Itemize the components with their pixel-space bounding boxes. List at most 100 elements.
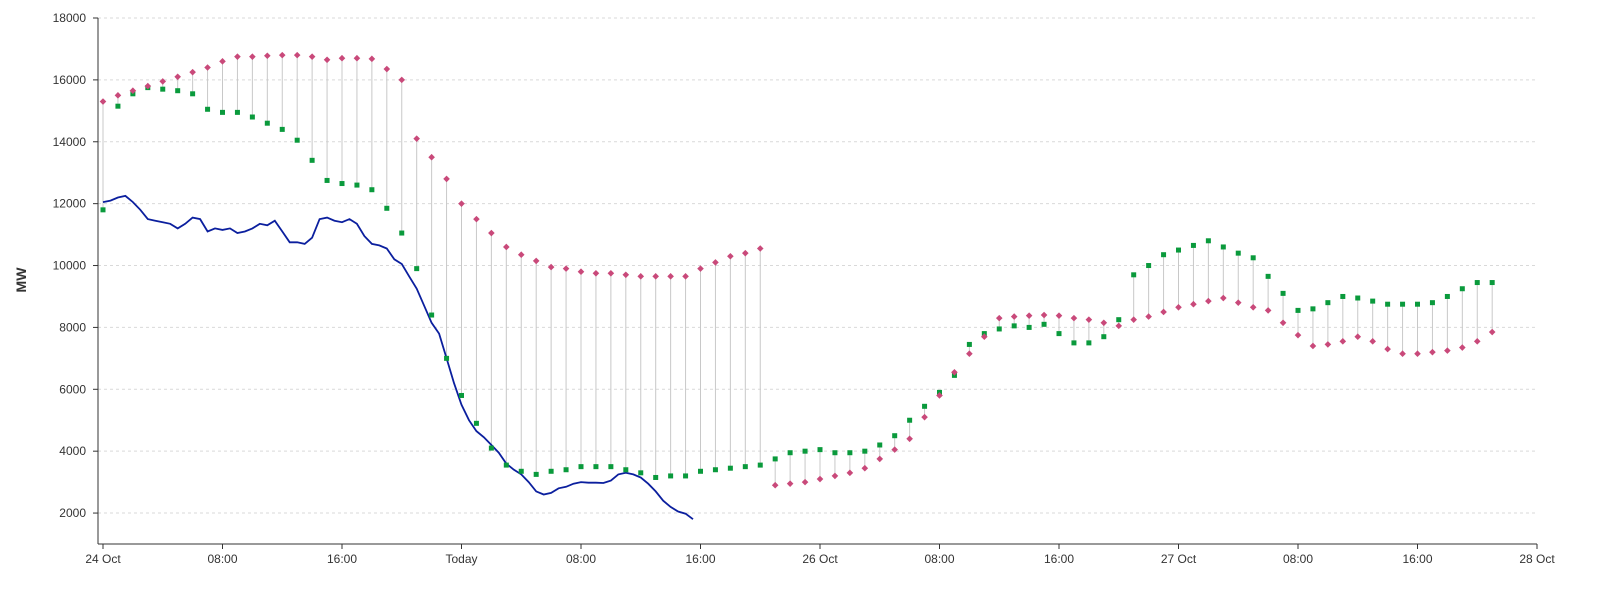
green-square-marker (1429, 300, 1435, 306)
x-tick-label: 08:00 (207, 552, 237, 566)
green-square-marker (832, 450, 838, 456)
green-square-marker (234, 109, 240, 115)
pink-diamond-marker (428, 153, 435, 161)
green-square-marker (1444, 293, 1450, 299)
pink-diamond-marker (532, 257, 540, 265)
green-square-marker (1131, 272, 1137, 278)
green-square-marker (922, 403, 928, 409)
pink-diamond-marker (189, 68, 196, 76)
green-square-marker (1370, 298, 1376, 304)
pink-diamond-marker (936, 392, 943, 399)
pink-diamond-marker (607, 269, 615, 277)
x-tick-labels: 24 Oct 08:00 16:00 Today 08:00 16:00 26 Oct 08:… (85, 544, 1555, 566)
green-square-marker (862, 448, 868, 454)
green-square-marker (996, 326, 1002, 332)
pink-diamond-marker (727, 252, 734, 260)
pink-diamond-marker (353, 54, 361, 62)
green-square-marker (1295, 307, 1301, 313)
pink-diamond-marker (159, 78, 167, 85)
green-square-marker (473, 420, 479, 426)
green-square-marker (1101, 334, 1107, 340)
pink-diamond-marker (801, 478, 809, 486)
pink-diamond-marker (756, 245, 764, 252)
pink-diamond-marker (637, 273, 645, 280)
pink-diamond-marker (1085, 316, 1093, 323)
pink-diamond-marker (473, 215, 480, 223)
pink-diamond-marker (1205, 297, 1212, 305)
green-square-marker (160, 86, 166, 92)
green-square-marker (683, 473, 689, 479)
pink-diamond-marker (293, 51, 301, 59)
green-square-marker (115, 103, 121, 109)
spread-lines (102, 55, 1493, 486)
green-square-marker (772, 456, 778, 462)
x-tick-label: Today (445, 552, 477, 566)
y-tick-label: 10000 (53, 259, 87, 273)
pink-diamond-marker (1190, 300, 1197, 308)
green-square-marker (1459, 286, 1465, 292)
pink-diamond-marker (906, 435, 913, 443)
pink-diamond-marker (174, 73, 181, 81)
pink-diamond-marker (1160, 308, 1167, 316)
pink-diamond-marker (1145, 313, 1152, 320)
green-square-marker (249, 114, 255, 120)
green-square-marker (1116, 317, 1122, 323)
green-square-marker (1325, 300, 1331, 306)
pink-diamond-marker (1459, 344, 1466, 351)
pink-diamond-marker (1488, 328, 1496, 336)
pink-diamond-marker (398, 76, 406, 84)
y-tick-label: 2000 (59, 506, 86, 520)
green-square-marker (712, 467, 718, 473)
green-square-marker (907, 417, 913, 423)
green-square-marker (578, 464, 584, 470)
x-tick-label: 27 Oct (1161, 552, 1197, 566)
green-square-marker (623, 467, 629, 473)
y-tick-label: 14000 (53, 135, 87, 149)
green-square-marker (593, 464, 599, 470)
pink-diamond-marker (1399, 350, 1406, 358)
green-square-marker (892, 433, 898, 439)
x-tick-label: 08:00 (1283, 552, 1313, 566)
green-square-marker (324, 177, 330, 183)
pink-diamond-marker (308, 53, 316, 60)
pink-diamond-marker (667, 273, 674, 280)
pink-diamond-marker (1175, 304, 1182, 311)
y-tick-label: 6000 (59, 382, 86, 396)
green-square-marker (503, 462, 509, 468)
green-square-marker (279, 126, 285, 132)
green-square-marker (175, 88, 181, 94)
pink-diamond-marker (249, 53, 256, 60)
pink-diamond-marker (129, 87, 137, 95)
pink-diamond-marker (1249, 304, 1257, 311)
pink-diamond-marker (682, 273, 689, 280)
green-square-marker (354, 182, 360, 188)
pink-diamond-marker (1025, 312, 1033, 319)
pink-diamond-marker (592, 269, 600, 277)
green-square-marker (1340, 293, 1346, 299)
pink-diamond-marker (383, 65, 391, 73)
pink-diamond-marker (981, 333, 988, 340)
pink-diamond-marker (264, 52, 271, 60)
green-square-marker (1415, 301, 1420, 307)
pink-diamond-marker (652, 273, 659, 280)
green-square-marker (384, 205, 390, 211)
green-square-marker (1220, 244, 1226, 250)
pink-diamond-marker (278, 51, 286, 59)
x-tick-label: 16:00 (685, 552, 715, 566)
pink-diamond-marker (368, 55, 376, 63)
pink-diamond-marker (503, 243, 510, 251)
green-square-marker (1250, 255, 1256, 261)
pink-diamond-marker (443, 175, 450, 183)
pink-diamond-marker (1220, 294, 1227, 302)
green-square-marker (1400, 301, 1406, 307)
pink-diamond-marker (742, 249, 749, 257)
green-square-marker (205, 106, 211, 112)
pink-diamond-marker (1040, 311, 1048, 319)
green-square-marker (608, 464, 614, 470)
x-tick-label: 24 Oct (85, 552, 121, 566)
green-square-marker (757, 462, 763, 468)
green-square-marker (1385, 301, 1391, 307)
pink-diamond-marker (99, 98, 107, 105)
green-square-marker (1280, 290, 1286, 296)
green-square-marker (190, 91, 196, 97)
